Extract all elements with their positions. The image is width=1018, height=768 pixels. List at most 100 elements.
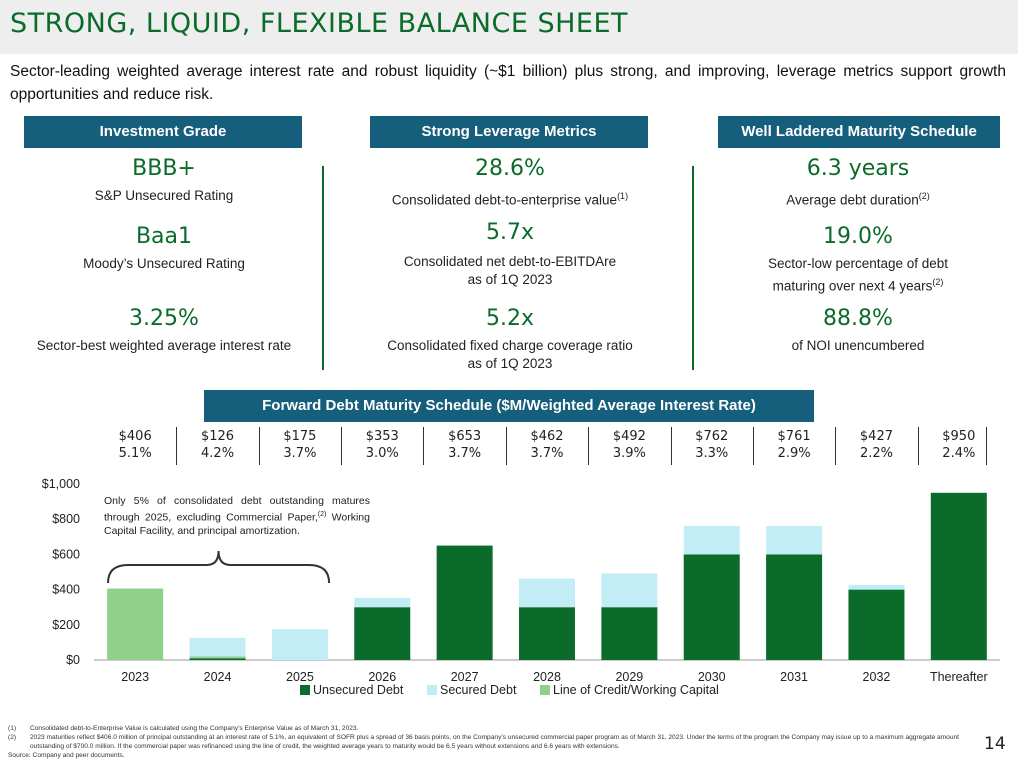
y-tick-label: $600: [52, 547, 80, 561]
metric-value: 88.8%: [823, 306, 893, 331]
legend-label: Line of Credit/Working Capital: [553, 683, 719, 697]
maturity-label-cell: $427 2.2%: [836, 428, 916, 462]
x-tick-label: 2031: [780, 670, 808, 684]
bar-secured-debt: [189, 637, 246, 657]
metric-label: S&P Unsecured Rating: [94, 188, 234, 203]
metric-sp-rating: BBB+ S&P Unsecured Rating: [14, 156, 314, 205]
x-tick-label: 2029: [615, 670, 643, 684]
maturity-amount: $126: [200, 429, 235, 444]
maturity-amount: $762: [695, 429, 729, 444]
bar-unsecured-debt: [354, 607, 411, 660]
maturity-rate: 2.4%: [942, 446, 976, 461]
forward-schedule-header: Forward Debt Maturity Schedule ($M/Weigh…: [204, 390, 814, 422]
metric-interest-rate: 3.25% Sector-best weighted average inter…: [14, 306, 314, 355]
label-separator: [752, 427, 754, 465]
bar-unsecured-debt: [848, 589, 905, 660]
metric-debt-to-ev: 28.6% Consolidated debt-to-enterprise va…: [350, 156, 670, 210]
maturity-rate: 3.3%: [695, 446, 729, 461]
chart-annotation: Only 5% of consolidated debt outstanding…: [104, 495, 370, 537]
bar-unsecured-debt: [930, 492, 987, 660]
title-bar: [0, 0, 1018, 54]
page-subtitle: Sector-leading weighted average interest…: [10, 63, 1006, 103]
bar-secured-debt: [766, 526, 823, 555]
footnote-2: (2) 2023 maturities reflect $406.0 millio…: [8, 734, 959, 750]
label-separator: [341, 427, 343, 465]
metric-value: 3.25%: [129, 306, 199, 331]
maturity-rate: 2.2%: [859, 446, 893, 461]
y-tick-label: $400: [52, 583, 80, 597]
maturity-amount: $462: [530, 429, 564, 444]
legend-swatch: [540, 685, 550, 695]
maturity-label-cell: $492 3.9%: [589, 428, 669, 462]
metric-label: Consolidated fixed charge coverage ratio: [387, 338, 633, 353]
bar-unsecured-debt: [189, 658, 246, 660]
label-separator: [423, 427, 425, 465]
maturity-rate: 3.7%: [283, 446, 317, 461]
metric-moodys-rating: Baa1 Moody’s Unsecured Rating: [14, 224, 314, 273]
metric-value: Baa1: [135, 224, 193, 249]
maturity-rate: 3.7%: [448, 446, 482, 461]
maturity-rate: 5.1%: [118, 446, 152, 461]
maturity-amount: $492: [612, 429, 646, 444]
bar-secured-debt: [601, 573, 658, 608]
bar-secured-debt: [271, 629, 328, 660]
x-tick-label: 2025: [286, 670, 314, 684]
x-tick-label: 2027: [451, 670, 479, 684]
bar-unsecured-debt: [683, 554, 740, 660]
maturity-amount: $950: [942, 429, 976, 444]
maturity-rate: 3.7%: [530, 446, 564, 461]
column-divider: [322, 166, 324, 370]
metric-label-line2: as of 1Q 2023: [467, 356, 553, 371]
maturity-rate: 3.0%: [365, 446, 399, 461]
bar-line-of-credit-working-capital: [189, 656, 246, 659]
label-separator: [588, 427, 590, 465]
x-tick-label: 2026: [368, 670, 396, 684]
maturity-label-cell: $353 3.0%: [342, 428, 422, 462]
maturity-label-cell: $126 4.2%: [178, 428, 258, 462]
bar-unsecured-debt: [601, 607, 658, 660]
bar-secured-debt: [848, 584, 905, 590]
y-tick-label: $800: [52, 512, 80, 526]
maturity-label-cell: $462 3.7%: [507, 428, 587, 462]
maturity-amount: $353: [365, 429, 399, 444]
metric-value: 5.7x: [485, 220, 534, 245]
x-tick-label: Thereafter: [930, 670, 988, 684]
maturity-rate: 3.9%: [612, 446, 646, 461]
page-number: 14: [984, 734, 1006, 754]
label-separator: [258, 427, 260, 465]
footnote-source: Source: Company and peer documents.: [8, 752, 125, 759]
x-tick-label: 2030: [698, 670, 726, 684]
bar-secured-debt: [519, 578, 575, 608]
column-divider: [692, 166, 694, 370]
y-tick-label: $200: [52, 618, 80, 632]
bar-unsecured-debt: [519, 607, 575, 660]
x-tick-label: 2024: [204, 670, 232, 684]
metric-debt-duration: 6.3 years Average debt duration(2): [708, 156, 1008, 210]
metric-noi-unencumbered: 88.8% of NOI unencumbered: [708, 306, 1008, 355]
maturity-amount: $427: [859, 429, 893, 444]
y-tick-label: $0: [66, 653, 80, 667]
bar-unsecured-debt: [766, 554, 823, 660]
header-investment-grade: Investment Grade: [24, 116, 302, 148]
label-separator: [986, 427, 987, 465]
maturity-amount: $406: [118, 429, 152, 444]
metric-label: of NOI unencumbered: [791, 338, 925, 353]
maturity-label-cell: $761 2.9%: [754, 428, 834, 462]
metric-value: 19.0%: [823, 224, 893, 249]
maturity-rate: 4.2%: [201, 446, 235, 461]
y-tick-label: $1,000: [42, 477, 80, 491]
metric-label-line2: maturing over next 4 years(2): [772, 277, 944, 294]
metric-pct-maturing: 19.0% Sector-low percentage of debt matu…: [708, 224, 1008, 296]
page-title: STRONG, LIQUID, FLEXIBLE BALANCE SHEET: [10, 8, 629, 39]
maturity-label-cell: $175 3.7%: [260, 428, 340, 462]
footnotes: (1) Consolidated debt-to-Enterprise Value…: [8, 724, 976, 760]
metric-label: Sector-best weighted average interest ra…: [36, 338, 292, 353]
metric-net-debt-ebitda: 5.7x Consolidated net debt-to-EBITDAre a…: [350, 220, 670, 289]
label-separator: [670, 427, 672, 465]
metric-fixed-charge: 5.2x Consolidated fixed charge coverage …: [350, 306, 670, 373]
maturity-amount: $761: [777, 429, 811, 444]
metric-value: 28.6%: [475, 156, 545, 181]
footnote-1: (1) Consolidated debt-to-Enterprise Value…: [8, 725, 359, 732]
x-tick-label: 2032: [863, 670, 891, 684]
metric-label: Average debt duration(2): [786, 191, 930, 208]
